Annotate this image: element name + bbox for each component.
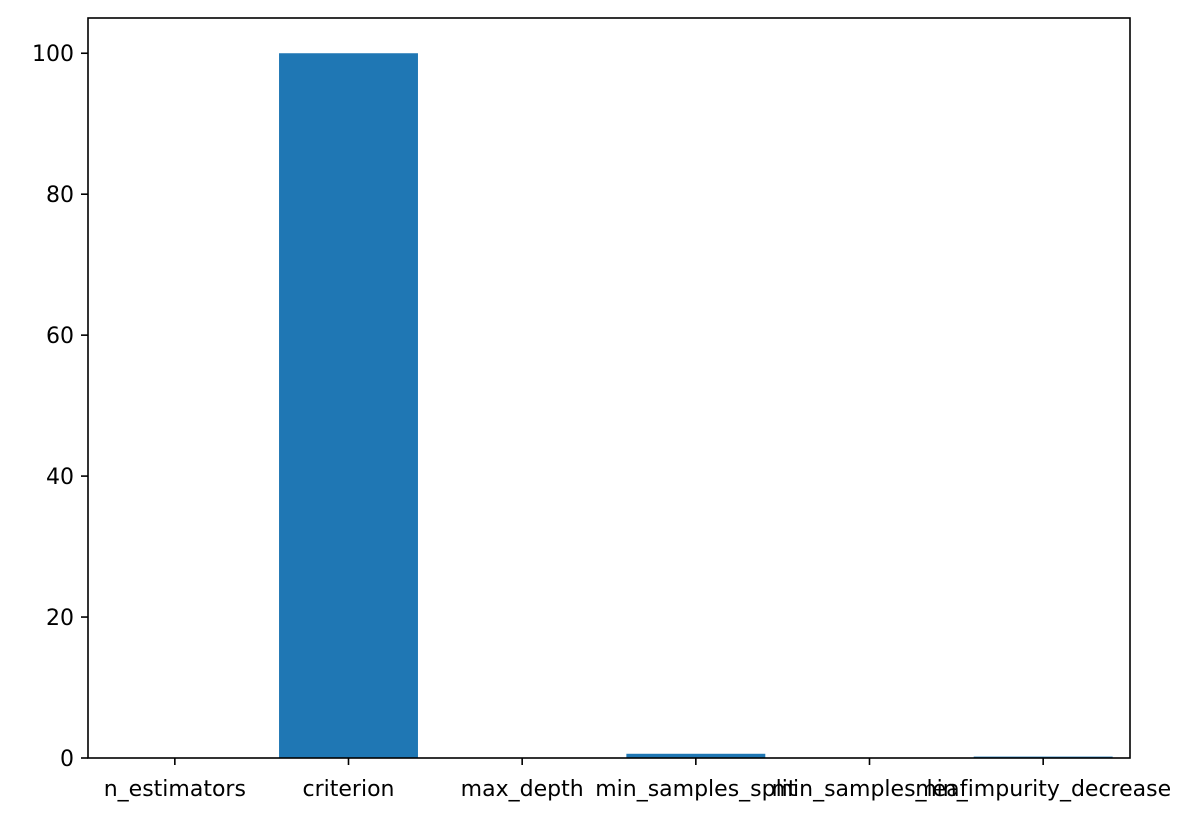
y-tick-label: 80 — [46, 183, 74, 208]
plot-frame — [87, 17, 1131, 759]
x-tick-label: n_estimators — [104, 777, 246, 802]
x-tick-label: min_samples_split — [595, 777, 797, 802]
y-tick-label: 60 — [46, 324, 74, 349]
x-tick-label: criterion — [303, 777, 395, 802]
y-tick-label: 20 — [46, 606, 74, 631]
x-axis: n_estimators criterion max_depth min_sample… — [104, 758, 1171, 802]
x-tick-label: max_depth — [461, 777, 584, 802]
y-tick-label: 0 — [60, 747, 74, 772]
y-tick-label: 100 — [32, 42, 74, 67]
y-tick-label: 40 — [46, 465, 74, 490]
bar-min-samples-split — [626, 753, 766, 758]
y-axis: 0 20 40 60 80 100 — [32, 42, 88, 772]
bars-group — [279, 53, 1113, 758]
x-tick-label: min_samples_leaf — [772, 777, 969, 802]
bar-criterion — [279, 53, 418, 758]
x-tick-label: min_impurity_decrease — [915, 777, 1171, 802]
